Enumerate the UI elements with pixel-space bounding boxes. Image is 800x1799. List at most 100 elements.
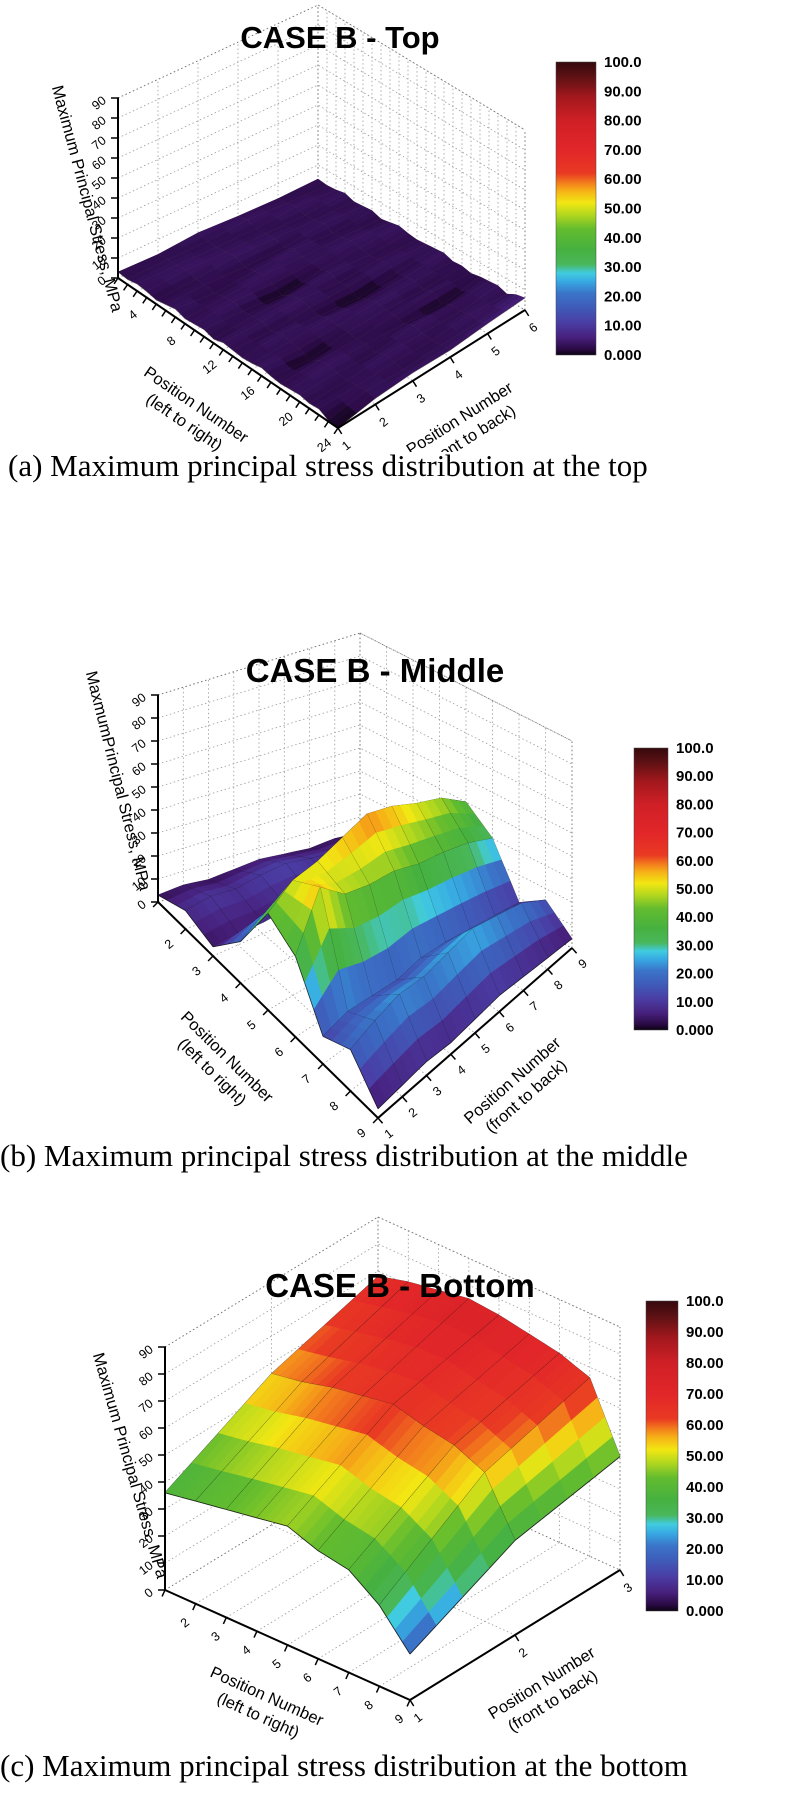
panel-top: 4 8 12 16 20 24 1 2 3 4 5 6 0 10 20 30 40 50 60 70 80 90 Posit…	[0, 0, 800, 452]
tick-marks	[111, 97, 530, 435]
svg-text:4: 4	[126, 307, 140, 322]
svg-text:30: 30	[89, 213, 109, 233]
surface	[117, 178, 526, 429]
svg-text:40: 40	[89, 193, 109, 213]
svg-text:5: 5	[489, 344, 503, 359]
colorbar-label: 70.00	[676, 825, 714, 842]
colorbar-label: 80.00	[686, 1355, 724, 1372]
colorbar-label: 0.000	[686, 1603, 724, 1620]
colorbar-label: 80.00	[604, 113, 642, 130]
colorbar-label: 60.00	[686, 1417, 724, 1434]
svg-text:4: 4	[217, 990, 231, 1005]
svg-text:12: 12	[200, 357, 220, 377]
svg-text:0: 0	[135, 897, 149, 912]
svg-text:80: 80	[136, 1369, 156, 1389]
colorbar-label: 80.00	[676, 796, 714, 813]
colorbar: 100.0 90.00 80.00 70.00 60.00 50.00 40.00 30.00…	[645, 1293, 724, 1620]
svg-text:7: 7	[527, 999, 541, 1014]
colorbar-label: 10.00	[676, 994, 714, 1011]
colorbar-label: 20.00	[604, 288, 642, 305]
svg-text:2: 2	[178, 1615, 192, 1630]
svg-text:80: 80	[89, 113, 109, 133]
svg-text:8: 8	[327, 1098, 341, 1113]
colorbar: 100.0 90.00 80.00 70.00 60.00 50.00 40.00 30.00…	[633, 740, 714, 1039]
tick-marks	[158, 1346, 625, 1707]
svg-text:16: 16	[238, 383, 258, 403]
svg-text:20: 20	[89, 233, 109, 253]
colorbar-label: 90.00	[604, 83, 642, 100]
svg-text:8: 8	[164, 333, 178, 348]
svg-text:4: 4	[239, 1643, 253, 1658]
svg-text:6: 6	[526, 320, 540, 335]
svg-text:4: 4	[451, 367, 465, 382]
svg-text:9: 9	[392, 1711, 406, 1726]
colorbar-label: 50.00	[686, 1448, 724, 1465]
svg-text:10: 10	[136, 1558, 156, 1578]
svg-text:3: 3	[209, 1629, 223, 1644]
colorbar-label: 50.00	[676, 881, 714, 898]
svg-text:6: 6	[272, 1044, 286, 1059]
colorbar-label: 70.00	[604, 142, 642, 159]
chart-title: CASE B - Top	[240, 20, 439, 55]
colorbar-label: 100.0	[604, 54, 642, 71]
svg-text:20: 20	[276, 409, 296, 429]
svg-text:3: 3	[414, 391, 428, 406]
svg-text:6: 6	[300, 1670, 314, 1685]
svg-text:80: 80	[129, 713, 149, 733]
caption-top: (a) Maximum principal stress distributio…	[8, 448, 648, 483]
svg-text:50: 50	[136, 1450, 156, 1470]
svg-text:3: 3	[621, 1580, 635, 1595]
svg-text:5: 5	[479, 1041, 493, 1056]
svg-text:30: 30	[129, 828, 149, 848]
colorbar-label: 30.00	[604, 259, 642, 276]
colorbar-label: 20.00	[686, 1541, 724, 1558]
panel-middle: 2 3 4 5 6 7 8 9 1 2 3 4 5 6 7 8 9 0 10 20 30 40 50 60 70 80 90 Posi…	[0, 520, 800, 1150]
svg-text:90: 90	[89, 93, 109, 113]
svg-text:90: 90	[129, 690, 149, 710]
svg-text:70: 70	[136, 1396, 156, 1416]
svg-text:20: 20	[129, 851, 149, 871]
colorbar-label: 40.00	[676, 909, 714, 926]
svg-text:40: 40	[136, 1477, 156, 1497]
colorbar-label: 40.00	[686, 1479, 724, 1496]
svg-text:2: 2	[406, 1105, 420, 1120]
svg-text:50: 50	[129, 782, 149, 802]
caption-bottom: (c) Maximum principal stress distributio…	[0, 1748, 688, 1783]
svg-text:20: 20	[136, 1531, 156, 1551]
colorbar-label: 0.000	[676, 1022, 714, 1039]
svg-text:70: 70	[129, 736, 149, 756]
colorbar-label: 100.0	[686, 1293, 724, 1310]
svg-text:0: 0	[142, 1585, 156, 1600]
colorbar-label: 60.00	[604, 171, 642, 188]
colorbar-label: 90.00	[676, 768, 714, 785]
svg-text:3: 3	[430, 1084, 444, 1099]
svg-text:60: 60	[136, 1423, 156, 1443]
plot-box-edges	[164, 1216, 621, 1591]
axes	[117, 98, 526, 429]
svg-text:40: 40	[129, 805, 149, 825]
surface	[164, 1275, 621, 1655]
svg-text:9: 9	[576, 956, 590, 971]
surface	[157, 797, 573, 1110]
svg-text:10: 10	[129, 874, 149, 894]
caption-middle: (b) Maximum principal stress distributio…	[0, 1138, 688, 1173]
svg-text:50: 50	[89, 173, 109, 193]
colorbar-label: 0.000	[604, 347, 642, 364]
svg-text:4: 4	[454, 1062, 468, 1077]
colorbar-label: 70.00	[686, 1386, 724, 1403]
svg-text:8: 8	[551, 977, 565, 992]
colorbar-label: 60.00	[676, 853, 714, 870]
svg-text:90: 90	[136, 1342, 156, 1362]
svg-text:3: 3	[189, 963, 203, 978]
colorbar: 100.0 90.00 80.00 70.00 60.00 50.00 40.00 30.00…	[555, 54, 642, 364]
colorbar-label: 90.00	[686, 1324, 724, 1341]
chart-title: CASE B - Bottom	[265, 1267, 534, 1304]
colorbar-label: 30.00	[676, 937, 714, 954]
svg-text:2: 2	[516, 1645, 530, 1660]
svg-text:70: 70	[89, 133, 109, 153]
colorbar-label: 30.00	[686, 1510, 724, 1527]
panel-bottom: 2 3 4 5 6 7 8 9 1 2 3 0 10 20 30 40 50 60 70 80 90 Position N…	[0, 1205, 800, 1748]
